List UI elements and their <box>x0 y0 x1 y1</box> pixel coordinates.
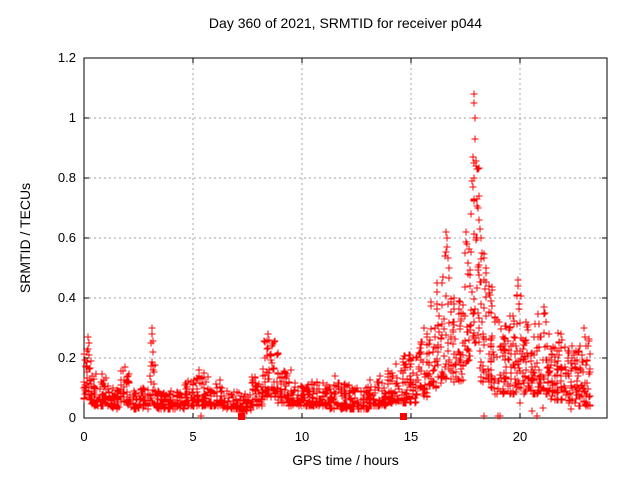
scatter-points <box>80 90 594 420</box>
grid-lines <box>84 58 607 418</box>
chart-title: Day 360 of 2021, SRMTID for receiver p04… <box>208 15 483 31</box>
x-tick-label: 20 <box>513 429 527 444</box>
y-tick-label: 0.6 <box>58 230 76 245</box>
y-tick-label: 0.2 <box>58 350 76 365</box>
y-tick-label: 0.8 <box>58 170 76 185</box>
y-tick-label: 0.4 <box>58 290 76 305</box>
y-tick-label: 1.2 <box>58 50 76 65</box>
x-tick-label: 15 <box>404 429 418 444</box>
y-tick-label: 0 <box>69 410 76 425</box>
axis-ticks <box>83 57 607 419</box>
baseline-square-marker <box>400 413 407 420</box>
x-tick-label: 0 <box>80 429 87 444</box>
x-axis-label: GPS time / hours <box>292 452 399 468</box>
x-tick-label: 5 <box>189 429 196 444</box>
x-tick-label: 10 <box>295 429 309 444</box>
y-tick-label: 1 <box>69 110 76 125</box>
baseline-square-marker <box>238 413 245 420</box>
